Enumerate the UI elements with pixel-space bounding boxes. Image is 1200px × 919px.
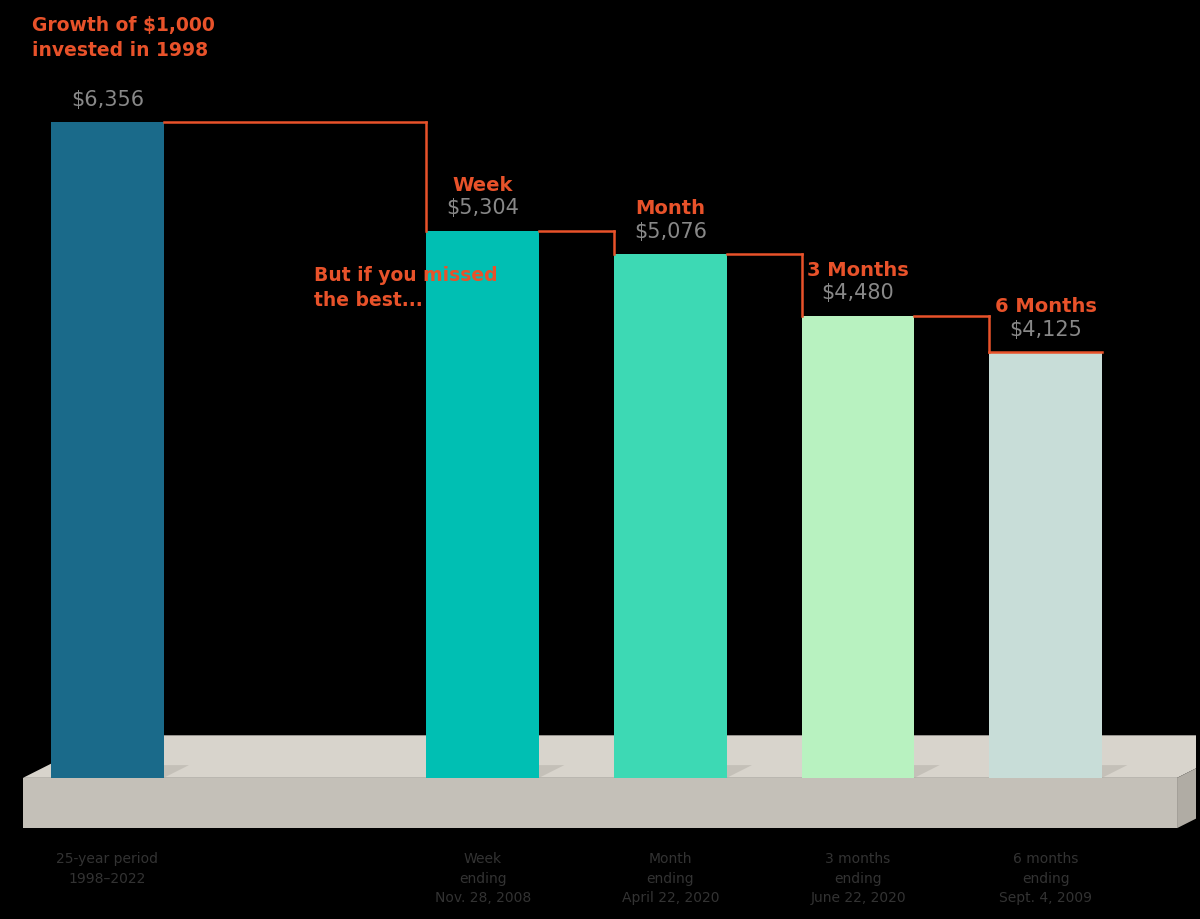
Text: Month
ending
April 22, 2020: Month ending April 22, 2020: [622, 852, 719, 905]
Bar: [52, 122, 163, 777]
Polygon shape: [52, 766, 190, 777]
Polygon shape: [23, 777, 1177, 828]
Bar: [990, 352, 1102, 777]
Bar: [426, 231, 539, 777]
Text: 6 Months: 6 Months: [995, 297, 1097, 316]
Polygon shape: [1177, 735, 1200, 828]
Text: 3 months
ending
June 22, 2020: 3 months ending June 22, 2020: [810, 852, 906, 905]
Bar: [614, 255, 727, 777]
Text: 3 Months: 3 Months: [808, 261, 908, 279]
Text: Week: Week: [452, 176, 512, 195]
Text: Growth of $1,000
invested in 1998: Growth of $1,000 invested in 1998: [32, 16, 215, 60]
Bar: [802, 316, 914, 777]
Polygon shape: [614, 766, 752, 777]
Polygon shape: [990, 766, 1127, 777]
Text: $6,356: $6,356: [71, 90, 144, 109]
Polygon shape: [802, 766, 940, 777]
Polygon shape: [23, 735, 1200, 777]
Text: $4,480: $4,480: [822, 283, 894, 303]
Text: Month: Month: [635, 199, 706, 218]
Text: $4,125: $4,125: [1009, 320, 1082, 340]
Text: 25-year period
1998–2022: 25-year period 1998–2022: [56, 852, 158, 886]
Text: $5,076: $5,076: [634, 221, 707, 242]
Text: Week
ending
Nov. 28, 2008: Week ending Nov. 28, 2008: [434, 852, 530, 905]
Text: But if you missed
the best...: But if you missed the best...: [314, 267, 498, 311]
Text: 6 months
ending
Sept. 4, 2009: 6 months ending Sept. 4, 2009: [1000, 852, 1092, 905]
Text: $5,304: $5,304: [446, 199, 520, 219]
Polygon shape: [426, 766, 564, 777]
